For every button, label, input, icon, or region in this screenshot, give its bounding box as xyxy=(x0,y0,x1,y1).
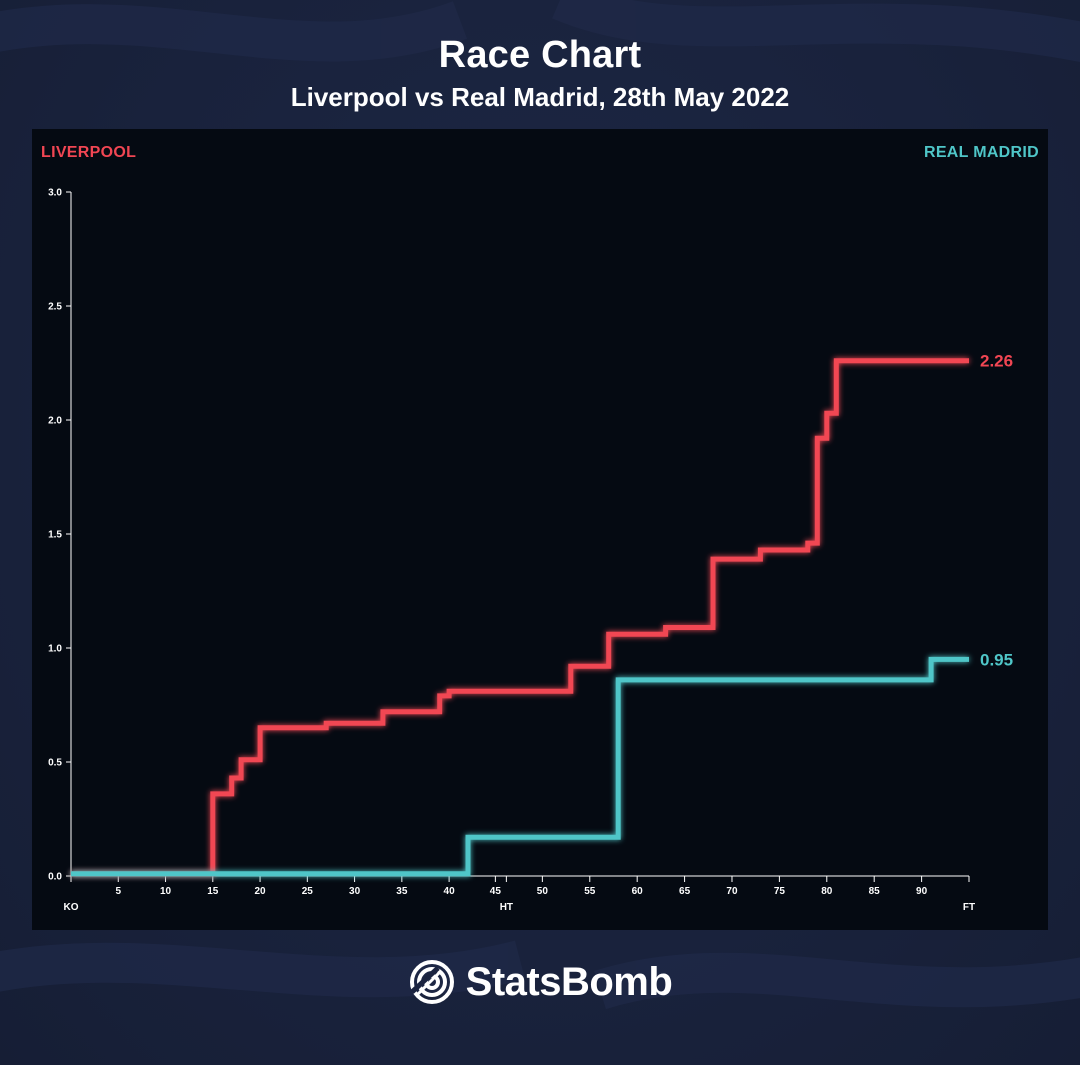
x-tick-label: 40 xyxy=(444,886,456,897)
y-tick-label: 2.5 xyxy=(48,302,62,313)
series-end-label-1: 0.95 xyxy=(980,650,1013,669)
chart-panel xyxy=(32,129,1048,930)
x-tick-label: KO xyxy=(64,902,79,913)
series-end-label-0: 2.26 xyxy=(980,352,1013,371)
x-tick-label: 15 xyxy=(207,886,219,897)
y-tick-label: 1.0 xyxy=(48,644,62,655)
y-tick-label: 0.5 xyxy=(48,758,62,769)
x-tick-label: 50 xyxy=(537,886,549,897)
x-tick-label: 75 xyxy=(774,886,786,897)
x-tick-label: 55 xyxy=(584,886,596,897)
brand-name: StatsBomb xyxy=(465,959,673,1004)
statsbomb-logo-icon xyxy=(409,960,454,1004)
x-tick-label: 35 xyxy=(396,886,408,897)
x-tick-label: 90 xyxy=(916,886,928,897)
series-line-1 xyxy=(71,656,969,877)
chart-series xyxy=(71,358,969,877)
x-tick-label: 70 xyxy=(726,886,738,897)
x-tick-label: 60 xyxy=(632,886,644,897)
chart-end-labels: 2.26 0.95 xyxy=(980,352,1013,670)
x-tick-label: 30 xyxy=(349,886,361,897)
x-tick-label: 45 xyxy=(490,886,502,897)
x-tick-label: 85 xyxy=(869,886,881,897)
x-tick-label: 5 xyxy=(115,886,121,897)
home-team-label: LIVERPOOL xyxy=(41,144,137,161)
x-tick-label: 25 xyxy=(302,886,314,897)
x-tick-label: HT xyxy=(500,902,513,913)
x-tick-label: 10 xyxy=(160,886,172,897)
x-tick-label: 20 xyxy=(254,886,266,897)
x-tick-label: FT xyxy=(963,902,975,913)
away-team-label: REAL MADRID xyxy=(923,144,1039,161)
y-tick-label: 3.0 xyxy=(48,188,62,199)
chart-axes: 0.0 0.5 1.0 1.5 2.0 2.5 3.0 KO 5 10 15 20 25 30 35 40 45… xyxy=(48,188,975,914)
brand-footer: StatsBomb xyxy=(0,958,1080,1006)
y-tick-label: 1.5 xyxy=(48,530,62,541)
y-tick-label: 0.0 xyxy=(48,872,62,883)
y-tick-label: 2.0 xyxy=(48,416,62,427)
chart-subtitle: Liverpool vs Real Madrid, 28th May 2022 xyxy=(290,82,790,112)
chart-title: Race Chart xyxy=(438,34,642,76)
x-tick-label: 65 xyxy=(679,886,691,897)
series-line-0 xyxy=(71,358,969,877)
x-tick-label: 80 xyxy=(821,886,833,897)
